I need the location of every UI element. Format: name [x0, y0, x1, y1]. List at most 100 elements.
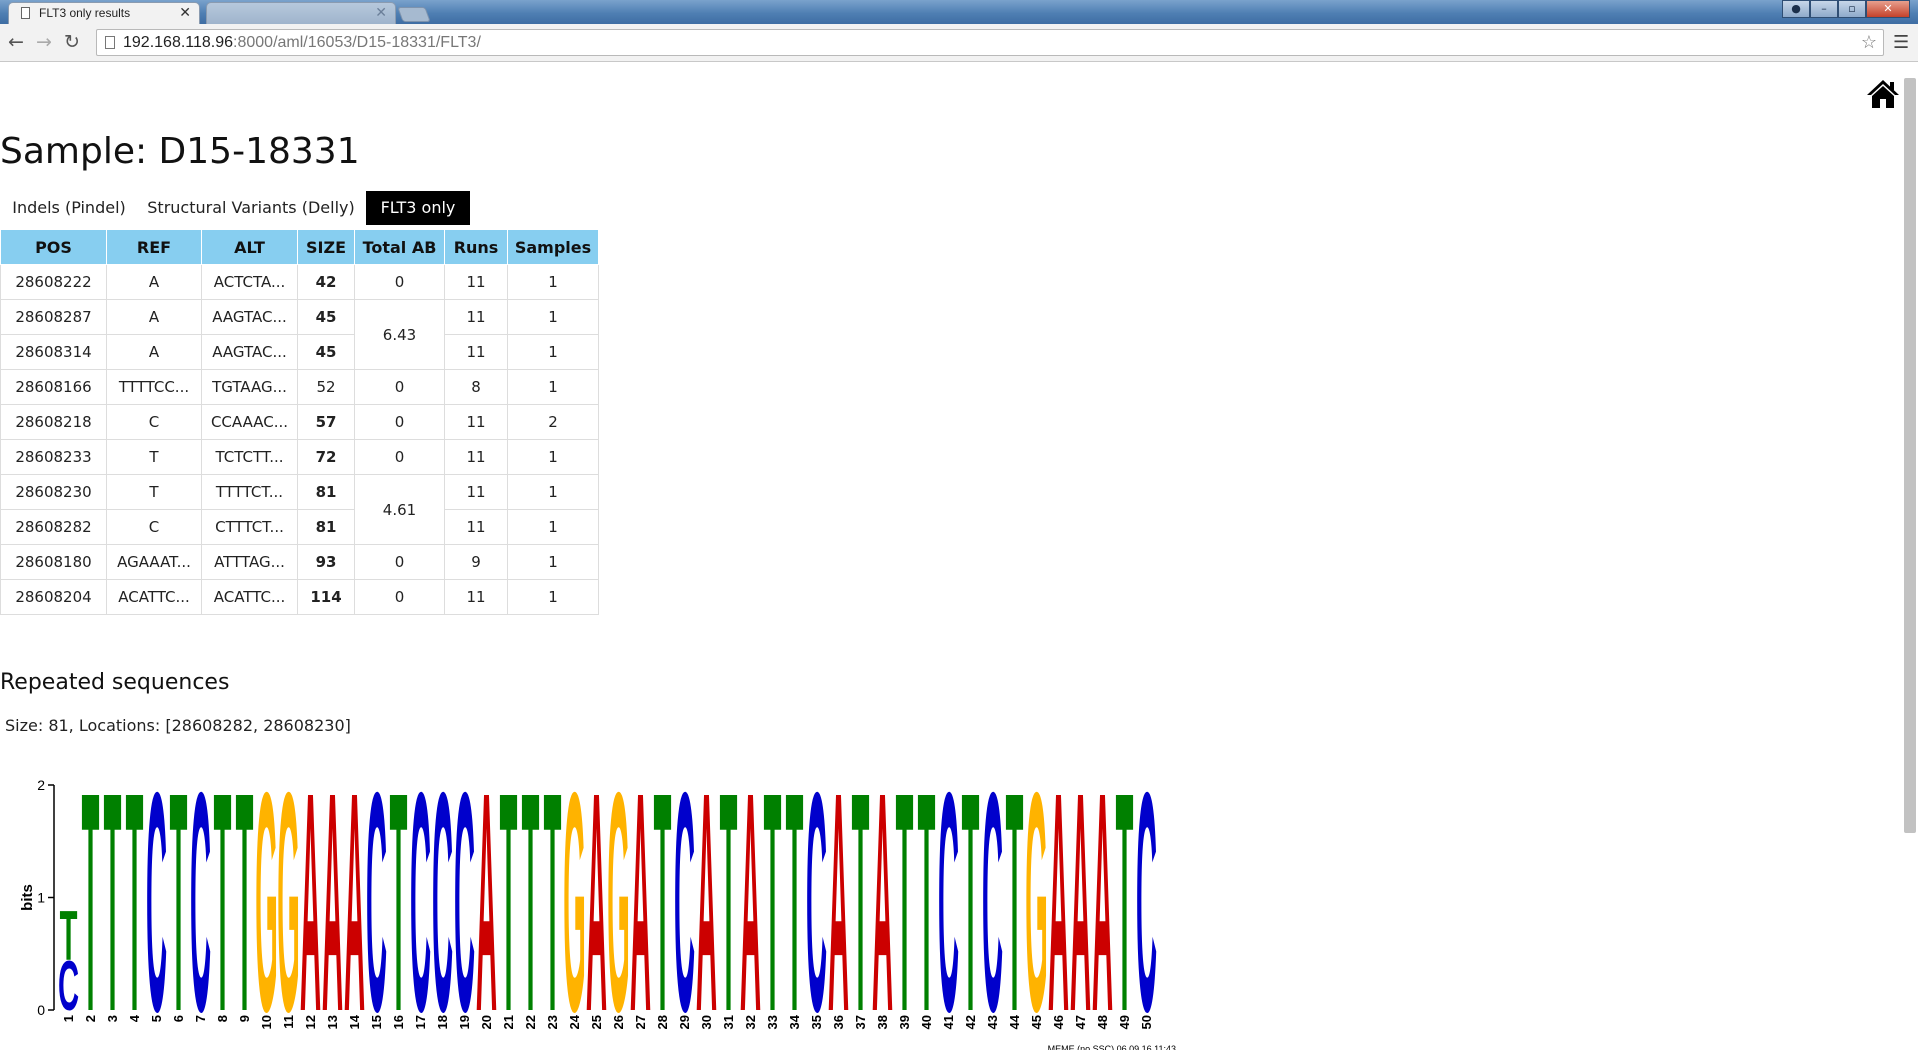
column-header-total-ab[interactable]: Total AB [354, 229, 445, 265]
logo-letter-A: A [344, 770, 365, 1050]
table-row: 28608218 C CCAAAC... 57 0 11 2 [0, 404, 599, 440]
tab-close-icon-inactive[interactable]: ✕ [375, 4, 387, 20]
cell-runs: 11 [444, 404, 508, 440]
cell-size-link[interactable]: 45 [297, 299, 355, 335]
cell-ref: T [106, 474, 202, 510]
browser-tab-title: FLT3 only results [39, 6, 131, 20]
x-tick-label: 20 [479, 1015, 494, 1029]
logo-letter-T: T [1116, 770, 1134, 1050]
cell-ref: AGAAAT... [106, 544, 202, 580]
logo-letter-T: T [390, 770, 408, 1050]
logo-letter-G: G [607, 770, 630, 1050]
x-tick-label: 23 [545, 1015, 560, 1029]
cell-size-link[interactable]: 42 [297, 264, 355, 300]
browser-titlebar: FLT3 only results ✕ ✕ ● – ▫ ✕ [0, 0, 1918, 24]
table-row: 28608204 ACATTC... ACATTC... 114 0 11 1 [0, 579, 599, 615]
minimize-button[interactable]: – [1810, 0, 1838, 18]
logo-letter-C: C [674, 770, 695, 1050]
cell-runs: 8 [444, 369, 508, 405]
logo-letter-C: C [58, 947, 79, 1025]
url-text[interactable]: 192.168.118.96:8000/aml/16053/D15-18331/… [123, 30, 481, 55]
window-close-button[interactable]: ✕ [1866, 0, 1910, 18]
user-icon[interactable]: ● [1782, 0, 1810, 18]
x-tick-label: 27 [633, 1015, 648, 1029]
reload-icon[interactable]: ↻ [64, 31, 80, 53]
logo-letter-T: T [1006, 770, 1024, 1050]
page-icon [105, 36, 115, 49]
x-tick-label: 8 [215, 1015, 230, 1022]
column-header-ref[interactable]: REF [106, 229, 202, 265]
logo-letter-C: C [410, 770, 431, 1050]
x-tick-label: 7 [193, 1015, 208, 1022]
cell-samples: 1 [507, 439, 599, 475]
logo-letter-T: T [522, 770, 540, 1050]
logo-letter-T: T [500, 770, 518, 1050]
logo-letter-A: A [630, 770, 651, 1050]
logo-letter-T: T [654, 770, 672, 1050]
cell-ref: C [106, 509, 202, 545]
tab-indels-pindel[interactable]: Indels (Pindel) [12, 198, 126, 217]
column-header-samples[interactable]: Samples [507, 229, 599, 265]
column-header-runs[interactable]: Runs [444, 229, 508, 265]
cell-size-link[interactable]: 81 [297, 509, 355, 545]
cell-alt: TGTAAG... [201, 369, 298, 405]
x-tick-label: 17 [413, 1015, 428, 1029]
tab-close-icon[interactable]: ✕ [179, 4, 191, 20]
back-arrow-icon[interactable]: ← [8, 31, 24, 53]
logo-letter-A: A [586, 770, 607, 1050]
cell-ref: ACATTC... [106, 579, 202, 615]
cell-pos: 28608166 [0, 369, 107, 405]
x-tick-label: 3 [105, 1015, 120, 1022]
cell-samples: 1 [507, 334, 599, 370]
cell-size-link[interactable]: 93 [297, 544, 355, 580]
column-header-pos[interactable]: POS [0, 229, 107, 265]
cell-alt: TCTCTT... [201, 439, 298, 475]
x-tick-label: 32 [743, 1015, 758, 1029]
tab-flt3-only[interactable]: FLT3 only [366, 191, 470, 225]
scrollbar-thumb[interactable] [1904, 78, 1916, 833]
browser-tab-inactive[interactable]: ✕ [206, 2, 396, 24]
cell-size-link[interactable]: 72 [297, 439, 355, 475]
forward-arrow-icon[interactable]: → [36, 31, 52, 53]
new-tab-button[interactable] [397, 7, 431, 22]
home-icon[interactable] [1866, 78, 1900, 110]
url-path: :8000/aml/16053/D15-18331/FLT3/ [233, 34, 481, 51]
x-tick-label: 31 [721, 1015, 736, 1029]
cell-size-link[interactable]: 57 [297, 404, 355, 440]
table-header-row: POS REF ALT SIZE Total AB Runs Samples [0, 229, 599, 265]
cell-total-ab: 0 [354, 264, 445, 300]
cell-alt: ACTCTA... [201, 264, 298, 300]
hamburger-menu-icon[interactable]: ☰ [1893, 32, 1910, 53]
x-tick-label: 11 [281, 1015, 296, 1029]
x-tick-label: 49 [1117, 1015, 1132, 1029]
browser-tab-active[interactable]: FLT3 only results ✕ [8, 2, 200, 24]
flt3-results-table: POS REF ALT SIZE Total AB Runs Samples 2… [0, 229, 599, 615]
maximize-button[interactable]: ▫ [1838, 0, 1866, 18]
x-tick-label: 24 [567, 1014, 582, 1029]
y-tick-label: 0 [37, 1002, 45, 1018]
cell-pos: 28608218 [0, 404, 107, 440]
column-header-alt[interactable]: ALT [201, 229, 298, 265]
x-tick-label: 34 [787, 1014, 802, 1029]
cell-ref: A [106, 299, 202, 335]
cell-ref: T [106, 439, 202, 475]
column-header-size[interactable]: SIZE [297, 229, 355, 265]
cell-runs: 11 [444, 439, 508, 475]
table-row: 28608282 C CTTTCT... 81 11 1 [0, 509, 599, 545]
address-bar[interactable]: 192.168.118.96:8000/aml/16053/D15-18331/… [96, 29, 1884, 56]
x-tick-label: 39 [897, 1015, 912, 1029]
star-icon[interactable]: ☆ [1860, 32, 1877, 52]
x-tick-label: 21 [501, 1015, 516, 1029]
x-tick-label: 40 [919, 1015, 934, 1029]
logo-letter-T: T [236, 770, 254, 1050]
logo-letter-T: T [852, 770, 870, 1050]
browser-toolbar: ← → ↻ 192.168.118.96:8000/aml/16053/D15-… [0, 24, 1918, 62]
x-tick-label: 2 [83, 1015, 98, 1022]
logo-letter-A: A [1048, 770, 1069, 1050]
cell-samples: 2 [507, 404, 599, 440]
tab-structural-variants-delly[interactable]: Structural Variants (Delly) [147, 198, 355, 217]
cell-size-link[interactable]: 114 [297, 579, 355, 615]
cell-size-link[interactable]: 81 [297, 474, 355, 510]
cell-samples: 1 [507, 264, 599, 300]
cell-size-link[interactable]: 45 [297, 334, 355, 370]
